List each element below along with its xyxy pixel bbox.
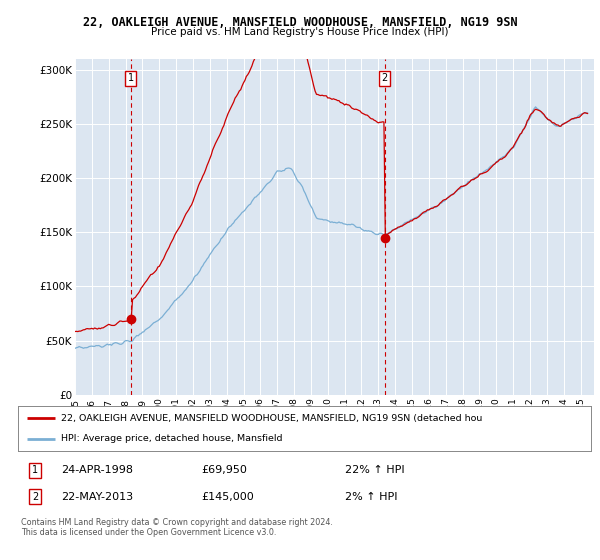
Text: 2% ↑ HPI: 2% ↑ HPI [344,492,397,502]
Text: 22% ↑ HPI: 22% ↑ HPI [344,465,404,475]
Text: 24-APR-1998: 24-APR-1998 [61,465,133,475]
Text: £145,000: £145,000 [202,492,254,502]
Text: Price paid vs. HM Land Registry's House Price Index (HPI): Price paid vs. HM Land Registry's House … [151,27,449,37]
Text: HPI: Average price, detached house, Mansfield: HPI: Average price, detached house, Mans… [61,434,283,443]
Text: 22, OAKLEIGH AVENUE, MANSFIELD WOODHOUSE, MANSFIELD, NG19 9SN: 22, OAKLEIGH AVENUE, MANSFIELD WOODHOUSE… [83,16,517,29]
Text: Contains HM Land Registry data © Crown copyright and database right 2024.
This d: Contains HM Land Registry data © Crown c… [21,518,333,538]
Text: 2: 2 [382,73,388,83]
Text: 22-MAY-2013: 22-MAY-2013 [61,492,133,502]
Text: 2: 2 [32,492,38,502]
Text: £69,950: £69,950 [202,465,247,475]
Text: 22, OAKLEIGH AVENUE, MANSFIELD WOODHOUSE, MANSFIELD, NG19 9SN (detached hou: 22, OAKLEIGH AVENUE, MANSFIELD WOODHOUSE… [61,414,482,423]
Text: 1: 1 [32,465,38,475]
Text: 1: 1 [128,73,134,83]
